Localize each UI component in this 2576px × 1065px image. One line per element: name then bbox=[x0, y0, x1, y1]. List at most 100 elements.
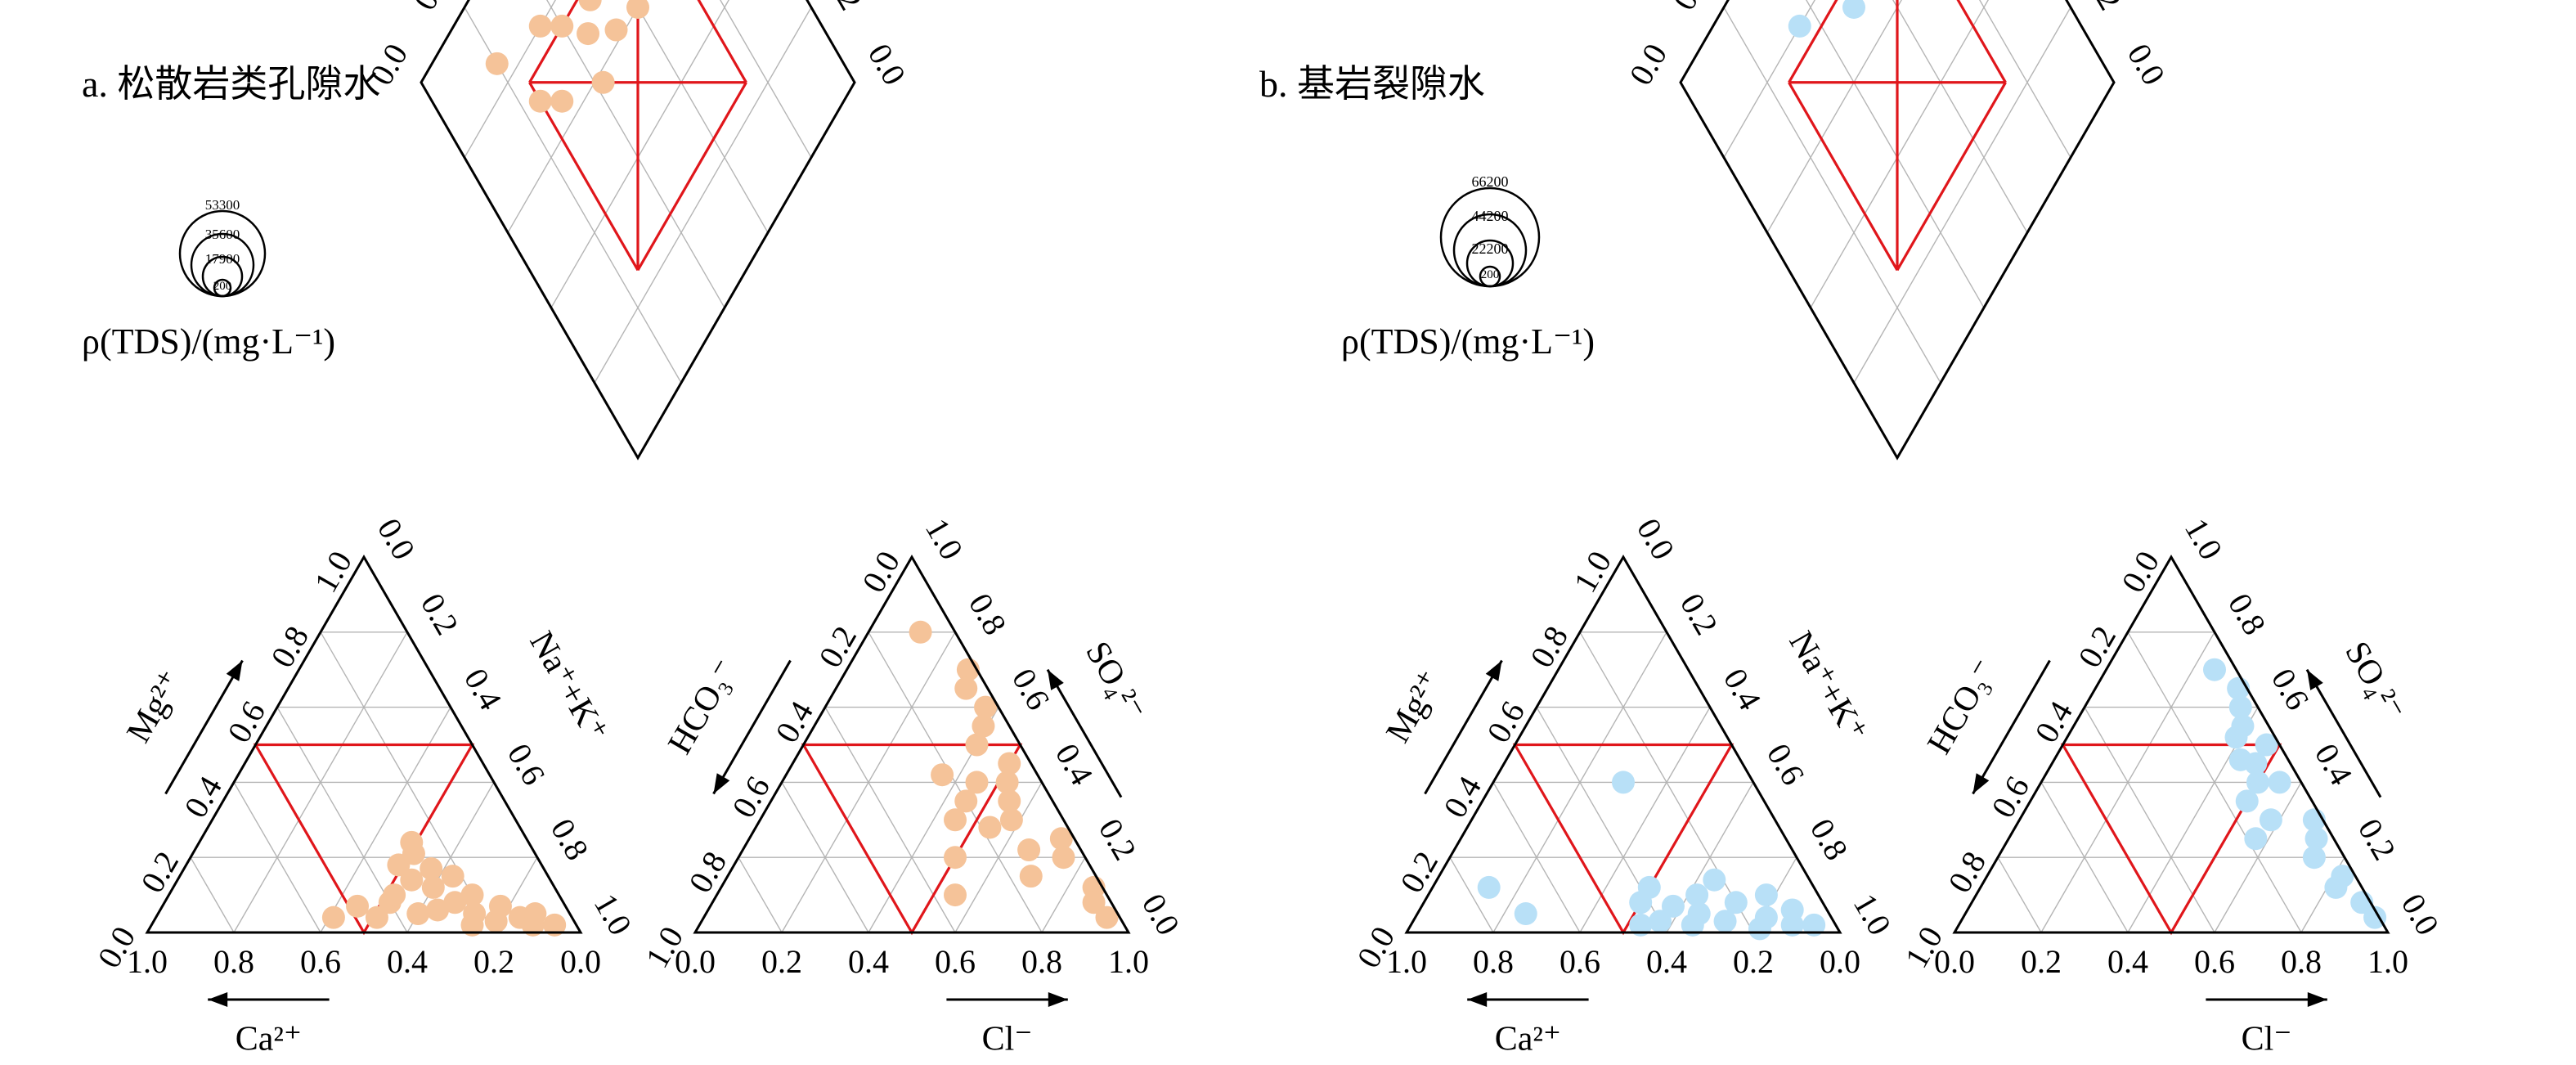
data-point bbox=[1788, 14, 1811, 38]
data-point bbox=[550, 89, 574, 113]
classification-triangle bbox=[801, 743, 1023, 936]
data-point bbox=[1019, 865, 1043, 888]
data-point bbox=[528, 89, 552, 113]
grid-line bbox=[464, 0, 556, 158]
data-point bbox=[2246, 771, 2269, 794]
data-point bbox=[2203, 658, 2226, 681]
size-legend-a: 53300 35600 17900 200 ρ(TDS)/(mg·L⁻¹) bbox=[82, 197, 335, 362]
grid-line bbox=[1806, 0, 1985, 308]
data-point bbox=[443, 891, 467, 914]
grid-line bbox=[2127, 631, 2302, 933]
tick-label: 0.6 bbox=[1560, 943, 1600, 980]
data-point bbox=[944, 808, 967, 832]
data-point bbox=[591, 70, 615, 94]
tick-label: 0.8 bbox=[1803, 812, 1856, 866]
tick-label: 0.4 bbox=[2027, 695, 2080, 749]
legend-title: ρ(TDS)/(mg·L⁻¹) bbox=[82, 321, 335, 362]
data-point bbox=[995, 771, 1019, 794]
axis-label-na-k: Na⁺+K⁺ bbox=[522, 625, 615, 748]
data-point bbox=[2304, 827, 2328, 851]
axis-label-mg: Mg²⁺ bbox=[119, 664, 190, 749]
tick-label: 0.0 bbox=[1622, 38, 1674, 92]
grid-line bbox=[1492, 782, 1581, 933]
data-point bbox=[1049, 827, 1073, 851]
tick-label: 0.6 bbox=[2194, 943, 2235, 980]
data-point bbox=[484, 910, 508, 933]
triangle-frame bbox=[693, 555, 1131, 934]
data-point bbox=[400, 830, 424, 854]
tick-label: 1.0 bbox=[918, 512, 971, 566]
data-point bbox=[1685, 883, 1709, 907]
tick-label: 1.0 bbox=[1847, 888, 1899, 941]
grid-line bbox=[1853, 7, 2071, 384]
data-point bbox=[1802, 913, 1826, 937]
data-point bbox=[406, 902, 430, 926]
triangle-frame bbox=[1404, 555, 1842, 934]
data-point bbox=[626, 0, 649, 19]
grid-line bbox=[1766, 0, 1902, 233]
so4-arrow bbox=[2305, 668, 2382, 798]
data-point bbox=[954, 789, 978, 813]
grid-line bbox=[1810, 0, 1989, 308]
tick-label: 0.2 bbox=[2071, 620, 2123, 674]
ca-arrow bbox=[208, 992, 330, 1007]
grid-line bbox=[233, 782, 321, 933]
data-point bbox=[346, 894, 370, 918]
grid-line bbox=[507, 0, 643, 233]
tick-label: 0.4 bbox=[1646, 943, 1687, 980]
tick-label: 0.0 bbox=[2394, 888, 2447, 941]
cl-arrow-head bbox=[1048, 992, 1068, 1007]
data-points-layer bbox=[321, 0, 2387, 941]
tick-label: 0.4 bbox=[457, 663, 509, 717]
hco3-arrow-shaft bbox=[1972, 659, 2051, 795]
triangle-frame bbox=[145, 555, 583, 934]
tick-label: 0.2 bbox=[1393, 845, 1445, 899]
tick-label: 0.8 bbox=[1941, 845, 1993, 899]
data-point bbox=[1681, 913, 1704, 937]
data-point bbox=[2228, 748, 2252, 771]
axis-label-mg: Mg²⁺ bbox=[1379, 664, 1449, 749]
tick-label: 0.8 bbox=[2281, 943, 2322, 980]
tick-label: 0.0 bbox=[1934, 943, 1975, 980]
data-point bbox=[421, 875, 445, 899]
data-point bbox=[420, 856, 443, 880]
so4-arrow bbox=[1046, 668, 1123, 798]
data-point bbox=[321, 905, 345, 929]
ca-arrow bbox=[1467, 992, 1589, 1007]
classification-line bbox=[528, 0, 579, 83]
data-point bbox=[965, 733, 989, 757]
data-point bbox=[972, 714, 995, 738]
mg-arrow bbox=[164, 659, 244, 795]
classification-line bbox=[1956, 0, 2007, 83]
tick-label: 0.2 bbox=[2021, 943, 2062, 980]
grid-line bbox=[720, 0, 812, 158]
labels-layer: 1.0 0.8 0.6 0.4 0.2 0.0 0.0 0.0 0.2 0.2 0.4 0.4 0.6 0… bbox=[90, 0, 2446, 1058]
data-point bbox=[365, 905, 388, 929]
tick-label: 0.0 bbox=[1820, 943, 1860, 980]
data-point bbox=[999, 808, 1023, 832]
classification-line bbox=[697, 0, 747, 83]
tick-label: 0.8 bbox=[962, 587, 1014, 641]
data-point bbox=[485, 52, 509, 75]
tick-label: 0.2 bbox=[761, 943, 802, 980]
axis-label-ca: Ca²⁺ bbox=[1495, 1021, 1561, 1058]
axes-layer bbox=[145, 0, 2390, 1007]
tick-label: 0.2 bbox=[1673, 587, 1726, 641]
classification-line bbox=[1896, 81, 2007, 272]
tick-label: 0.8 bbox=[1523, 620, 1575, 674]
data-point bbox=[1052, 846, 1075, 870]
cl-arrow-head bbox=[2307, 992, 2327, 1007]
classification-line bbox=[1788, 81, 1899, 272]
data-point bbox=[944, 883, 967, 907]
legend-value: 17900 bbox=[205, 251, 240, 267]
grid-line bbox=[1041, 856, 1086, 933]
data-point bbox=[1780, 898, 1804, 922]
data-point bbox=[1748, 917, 1771, 941]
data-point bbox=[543, 913, 567, 937]
grid-line bbox=[2040, 782, 2129, 933]
grid-line bbox=[824, 707, 956, 933]
classification-line bbox=[1788, 0, 1838, 83]
data-point bbox=[1095, 905, 1119, 929]
data-point bbox=[2268, 771, 2291, 794]
data-point bbox=[1082, 891, 1106, 914]
